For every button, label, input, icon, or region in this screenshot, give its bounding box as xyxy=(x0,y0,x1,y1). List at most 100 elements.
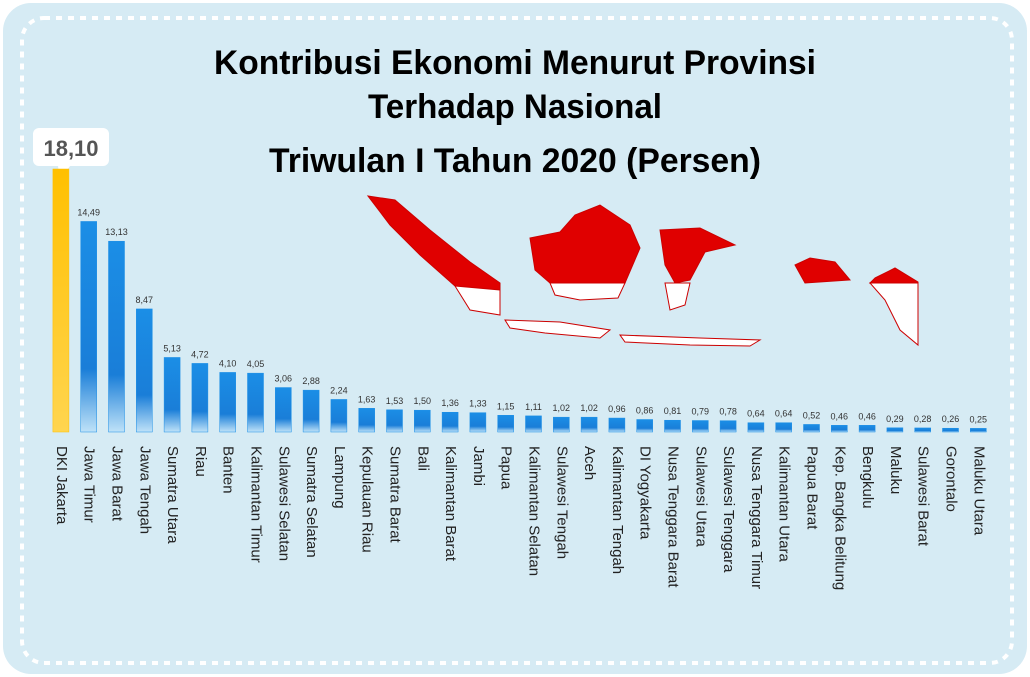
x-tick-label: Kepulauan Riau xyxy=(359,446,376,553)
bar xyxy=(775,422,792,433)
value-label: 1,11 xyxy=(525,402,542,412)
bar xyxy=(525,415,542,433)
bar xyxy=(831,425,848,433)
value-label: 0,46 xyxy=(858,411,876,421)
bar xyxy=(608,417,626,433)
value-label: 1,36 xyxy=(441,398,459,408)
bar xyxy=(553,416,570,433)
callout-box xyxy=(33,128,109,166)
bar xyxy=(469,412,487,433)
value-label: 0,28 xyxy=(914,414,932,424)
x-tick-label: Kalimantan Timur xyxy=(248,446,265,563)
indonesia-map xyxy=(366,195,919,347)
bar xyxy=(914,427,931,433)
bar xyxy=(970,428,987,433)
bar xyxy=(942,427,959,433)
bar xyxy=(302,389,320,433)
value-label: 4,05 xyxy=(247,359,265,369)
value-label: 4,72 xyxy=(191,349,209,359)
title-line: Terhadap Nasional xyxy=(368,88,662,126)
x-tick-label: Kalimantan Tengah xyxy=(609,446,626,574)
x-tick-label: Banten xyxy=(220,446,237,494)
x-tick-label: Kalimantan Barat xyxy=(442,446,459,562)
x-tick-label: DI Yogyakarta xyxy=(637,446,654,540)
value-label: 0,25 xyxy=(970,414,988,424)
value-label: 0,86 xyxy=(636,406,654,416)
value-label: 0,29 xyxy=(886,414,904,424)
value-label: 4,10 xyxy=(219,358,237,368)
x-tick-label: Bali xyxy=(414,446,431,471)
value-label: 1,33 xyxy=(469,399,487,409)
bar xyxy=(386,409,403,433)
bar xyxy=(886,427,904,433)
x-tick-label: Kep. Bangka Belitung xyxy=(831,446,848,590)
bar xyxy=(108,240,125,433)
bar xyxy=(136,308,153,433)
x-tick-label: Jawa Barat xyxy=(109,446,126,522)
value-label: 0,64 xyxy=(747,409,765,419)
value-label: 0,64 xyxy=(775,409,793,419)
x-tick-label: Bengkulu xyxy=(859,446,876,509)
value-label: 1,02 xyxy=(553,403,571,413)
x-tick-label: Lampung xyxy=(331,446,348,509)
bar xyxy=(441,411,459,433)
x-tick-label: Maluku xyxy=(887,446,904,494)
bar xyxy=(636,419,653,433)
x-tick-label: Papua xyxy=(498,446,515,490)
x-tick-label: DKI Jakarta xyxy=(53,446,70,525)
value-label: 1,15 xyxy=(497,401,515,411)
x-tick-label: Sulawesi Tenggara xyxy=(720,446,737,573)
x-tick-label: Jawa Tengah xyxy=(136,446,153,534)
value-label: 1,53 xyxy=(386,396,404,406)
bar xyxy=(719,420,737,433)
value-label: 14,49 xyxy=(77,207,100,217)
x-tick-label: Kalimantan Utara xyxy=(776,446,793,563)
bar xyxy=(692,420,709,433)
x-tick-label: Riau xyxy=(192,446,209,477)
value-label: 0,96 xyxy=(608,404,626,414)
x-tick-label: Sumatra Barat xyxy=(387,446,404,544)
bar xyxy=(275,387,292,433)
value-label: 18,10 xyxy=(43,136,98,161)
bar xyxy=(330,399,348,433)
x-tick-label: Gorontalo xyxy=(943,446,960,512)
bar xyxy=(497,415,514,433)
value-label: 0,81 xyxy=(664,406,682,416)
bar xyxy=(858,425,876,433)
x-tick-label: Sulawesi Utara xyxy=(692,446,709,548)
x-tick-label: Kalimantan Selatan xyxy=(526,446,543,576)
x-tick-label: Sumatra Selatan xyxy=(303,446,320,558)
bar xyxy=(163,357,181,433)
bar xyxy=(247,372,264,433)
title-line: Kontribusi Ekonomi Menurut Provinsi xyxy=(214,44,816,82)
dashed-border xyxy=(20,16,1014,665)
panel xyxy=(3,3,1027,674)
x-tick-label: Sulawesi Barat xyxy=(915,446,932,547)
value-label: 0,52 xyxy=(803,410,821,420)
x-tick-label: Nusa Tenggara Timur xyxy=(748,446,765,589)
value-label: 1,02 xyxy=(580,403,598,413)
value-label: 5,13 xyxy=(163,343,181,353)
x-tick-label: Maluku Utara xyxy=(970,446,987,536)
value-label: 1,63 xyxy=(358,394,376,404)
value-label: 8,47 xyxy=(136,295,154,305)
bar xyxy=(80,221,97,433)
bar xyxy=(803,424,820,433)
value-label: 0,46 xyxy=(831,411,849,421)
x-tick-label: Papua Barat xyxy=(804,446,821,530)
x-tick-label: Sulawesi Tengah xyxy=(553,446,570,559)
value-label: 0,79 xyxy=(692,407,710,417)
value-label: 1,50 xyxy=(414,396,432,406)
x-tick-label: Sumatra Utara xyxy=(164,446,181,544)
value-label: 3,06 xyxy=(275,374,293,384)
bar xyxy=(747,422,765,433)
bar xyxy=(664,419,681,433)
value-label: 0,26 xyxy=(942,414,960,424)
value-label: 13,13 xyxy=(105,227,128,237)
bar xyxy=(414,409,431,433)
x-tick-label: Aceh xyxy=(581,446,598,480)
x-tick-label: Nusa Tenggara Barat xyxy=(665,446,682,588)
value-label: 2,88 xyxy=(302,376,320,386)
value-label: 2,24 xyxy=(330,385,348,395)
